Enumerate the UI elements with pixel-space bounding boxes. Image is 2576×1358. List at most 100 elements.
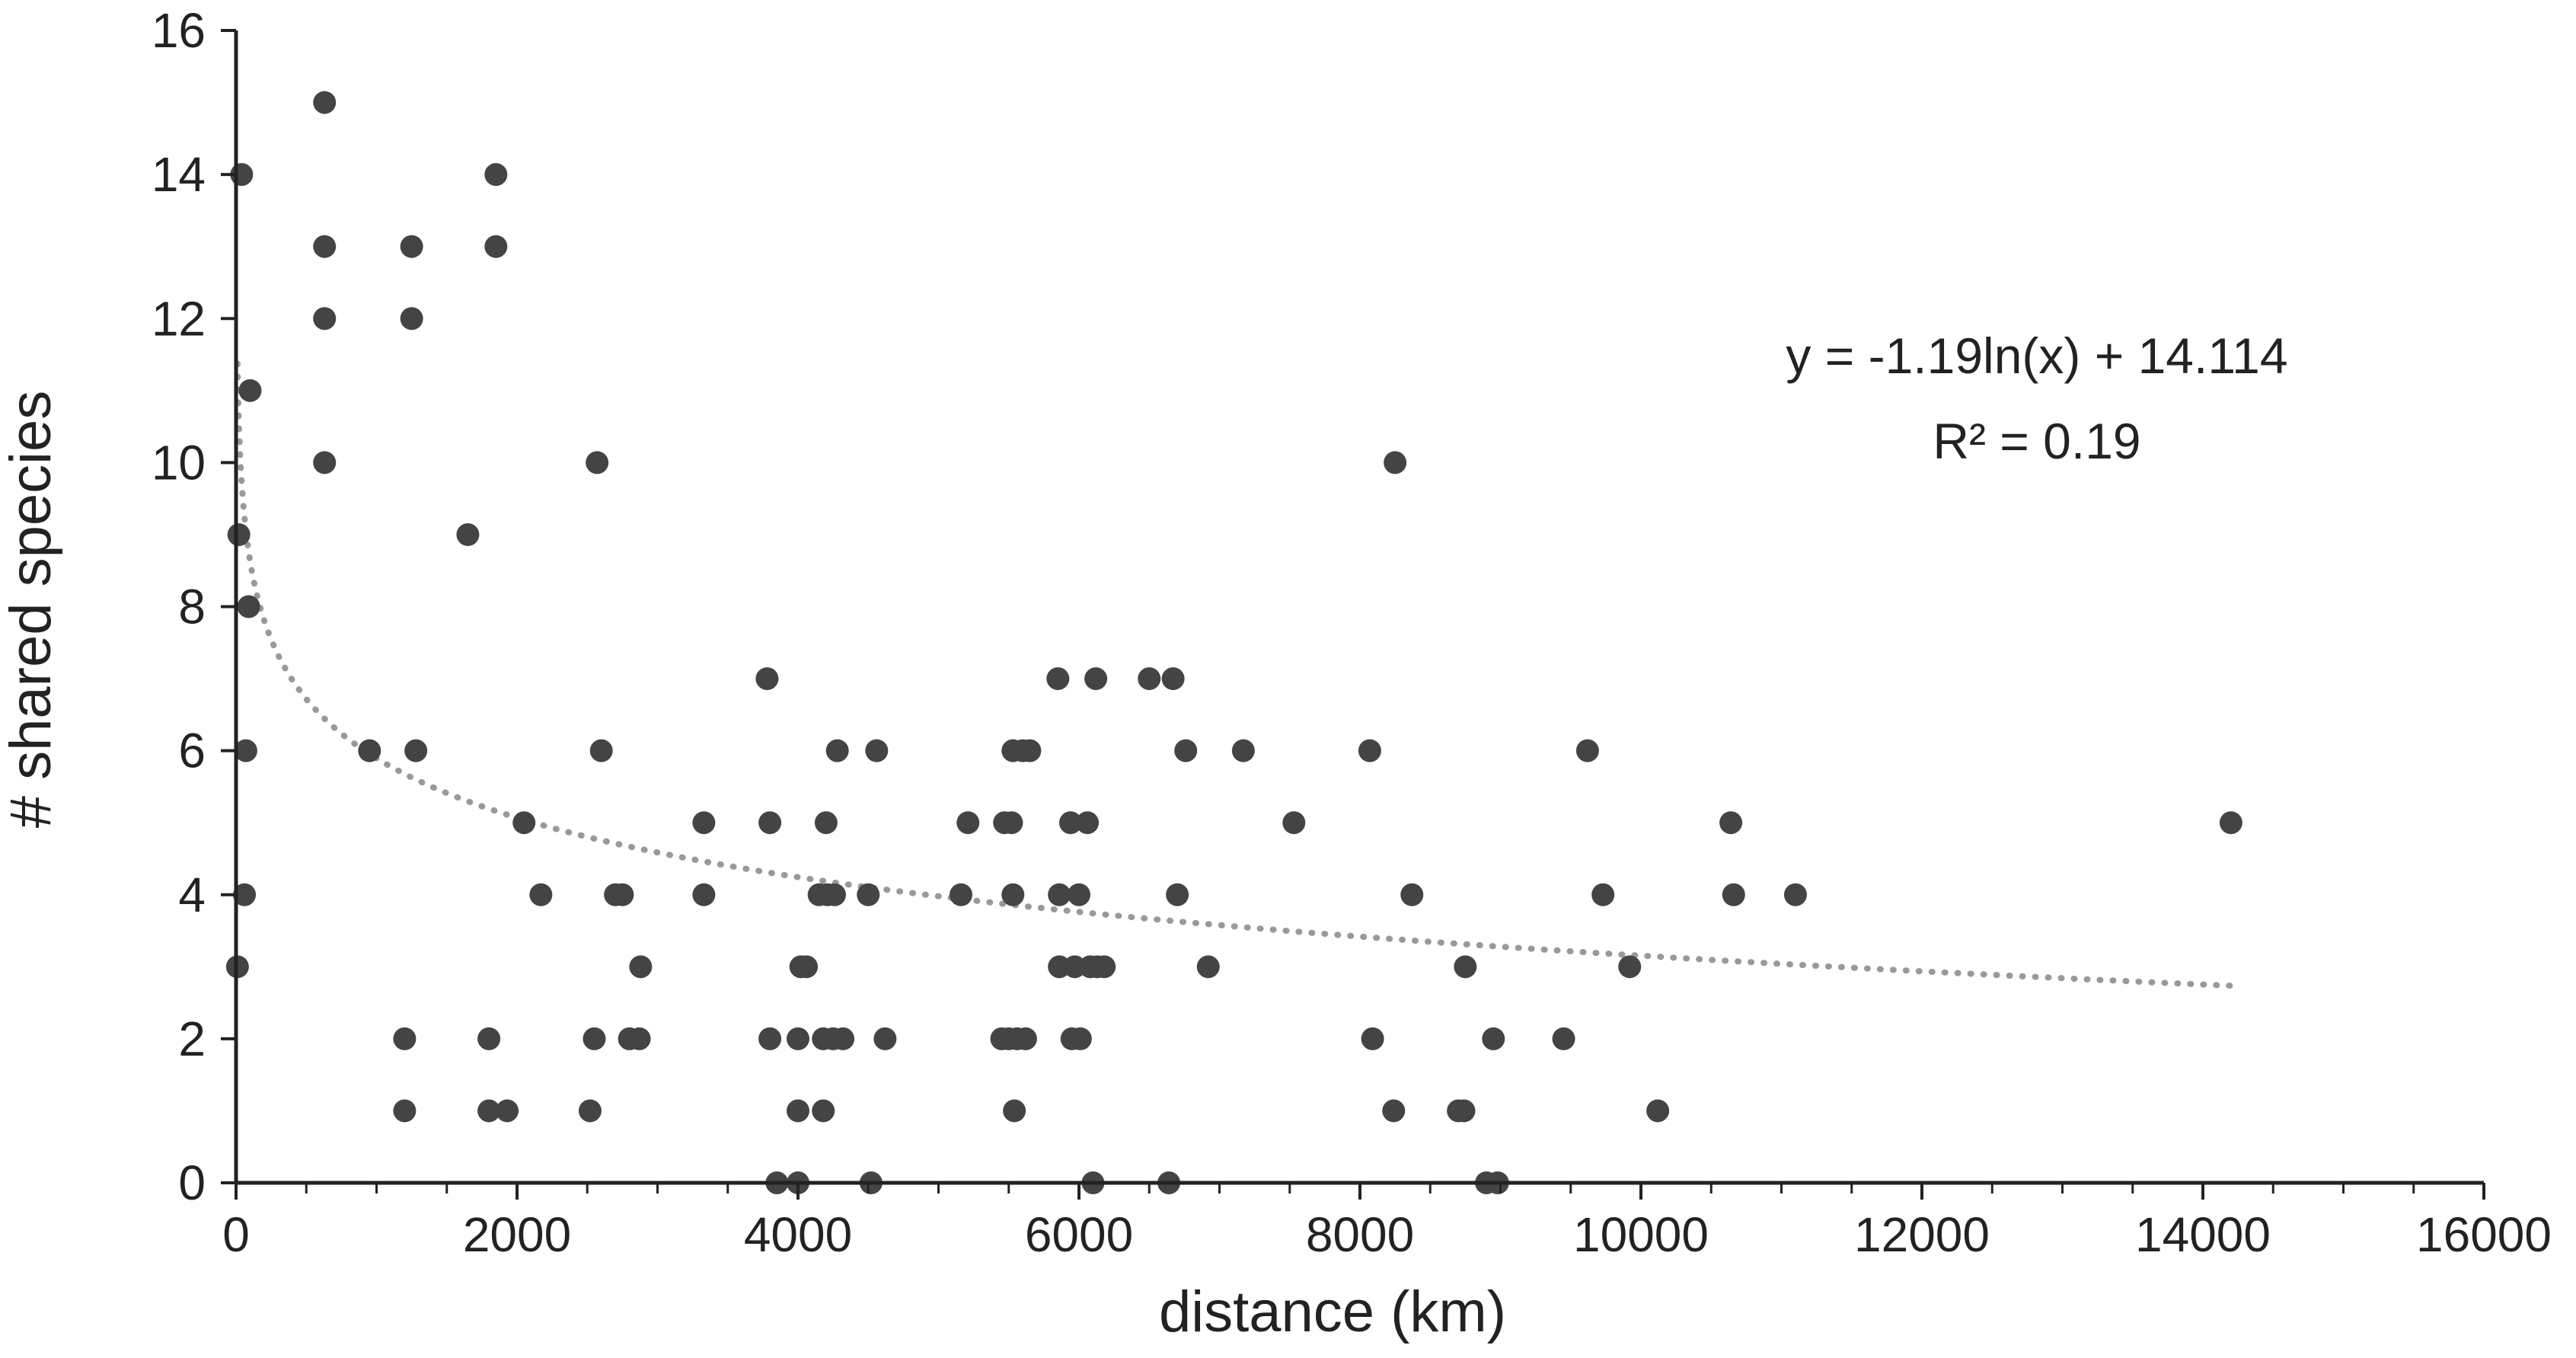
data-point	[1084, 667, 1108, 691]
data-point	[611, 883, 634, 906]
data-point	[404, 739, 428, 762]
data-point	[956, 811, 980, 835]
trendline-layer	[234, 360, 2234, 989]
data-point	[1482, 1027, 1505, 1050]
data-point	[1646, 1099, 1670, 1123]
data-point	[1591, 883, 1615, 906]
data-point	[227, 522, 251, 546]
data-point	[1068, 883, 1090, 906]
y-tick-label: 8	[178, 580, 206, 634]
x-tick-label: 0	[222, 1207, 250, 1262]
data-point	[358, 739, 381, 762]
x-tick-label: 14000	[2135, 1207, 2271, 1262]
data-point	[1618, 955, 1642, 979]
data-point	[814, 811, 838, 835]
y-tick-label: 2	[178, 1011, 206, 1066]
x-axis-title: distance (km)	[1159, 1280, 1506, 1344]
data-point	[1231, 739, 1255, 762]
labels-layer: 0 2 4 6 8 10 12 14 16 0 2000 4000 6000 8000 10000 12000…	[152, 3, 2552, 1262]
x-tick-label: 4000	[744, 1207, 852, 1262]
data-point	[758, 811, 782, 835]
points-layer	[225, 91, 2242, 1194]
data-point	[313, 307, 337, 331]
data-point	[400, 307, 423, 331]
data-point	[1000, 811, 1023, 835]
data-point	[1161, 667, 1185, 691]
data-point	[234, 739, 257, 762]
data-point	[233, 883, 257, 906]
x-tick-label: 16000	[2416, 1207, 2552, 1262]
data-point	[313, 235, 337, 258]
data-point	[512, 811, 536, 835]
data-point	[758, 1027, 782, 1050]
data-point	[1382, 1099, 1406, 1123]
data-point	[1003, 1099, 1026, 1123]
data-point	[873, 1027, 897, 1050]
data-point	[1018, 739, 1042, 762]
y-axis-title: # shared species	[0, 391, 63, 829]
data-point	[238, 379, 262, 402]
data-point	[529, 883, 553, 906]
data-point	[1068, 1027, 1092, 1050]
x-tick-label: 2000	[463, 1207, 571, 1262]
data-point	[1001, 883, 1025, 906]
data-point	[1400, 883, 1424, 906]
data-point	[629, 955, 653, 979]
data-point	[812, 1099, 835, 1123]
data-point	[1452, 1099, 1476, 1123]
data-point	[477, 1027, 501, 1050]
y-tick-label: 14	[152, 147, 206, 202]
data-point	[1046, 667, 1070, 691]
y-tick-label: 4	[178, 868, 206, 922]
data-point	[2219, 811, 2242, 835]
x-tick-label: 10000	[1573, 1207, 1709, 1262]
trendline-r-squared: R² = 0.19	[1933, 413, 2140, 469]
data-point	[692, 811, 716, 835]
data-point	[393, 1027, 417, 1050]
data-point	[832, 1027, 855, 1050]
data-point	[456, 522, 480, 546]
data-point	[795, 955, 819, 979]
y-tick-label: 12	[152, 291, 206, 346]
data-point	[1575, 739, 1599, 762]
data-point	[484, 235, 508, 258]
data-point	[496, 1099, 519, 1123]
data-point	[237, 595, 260, 618]
data-point	[1719, 811, 1743, 835]
data-point	[589, 739, 613, 762]
data-point	[1048, 883, 1071, 906]
x-tick-label: 12000	[1854, 1207, 1990, 1262]
data-point	[865, 739, 889, 762]
data-point	[477, 1099, 501, 1123]
x-tick-label: 8000	[1306, 1207, 1414, 1262]
data-point	[1783, 883, 1807, 906]
data-point	[1076, 811, 1100, 835]
data-point	[755, 667, 779, 691]
data-point	[393, 1099, 417, 1123]
trendline	[234, 360, 2234, 989]
axes-layer	[221, 29, 2485, 1200]
data-point	[627, 1027, 651, 1050]
data-point	[1138, 667, 1161, 691]
data-point	[787, 1027, 809, 1050]
y-tick-label: 0	[178, 1155, 206, 1210]
data-point	[1174, 739, 1198, 762]
data-point	[825, 739, 849, 762]
data-point	[484, 163, 508, 187]
data-point	[313, 91, 337, 114]
data-point	[313, 451, 337, 475]
data-point	[1358, 739, 1381, 762]
y-tick-label: 6	[178, 724, 206, 778]
data-point	[787, 1099, 809, 1123]
data-point	[1196, 955, 1220, 979]
data-point	[583, 1027, 606, 1050]
data-point	[822, 883, 846, 906]
data-point	[1384, 451, 1407, 475]
data-point	[1093, 955, 1116, 979]
data-point	[1013, 1027, 1037, 1050]
y-tick-label: 16	[152, 3, 206, 58]
data-point	[586, 451, 609, 475]
data-point	[1058, 811, 1082, 835]
